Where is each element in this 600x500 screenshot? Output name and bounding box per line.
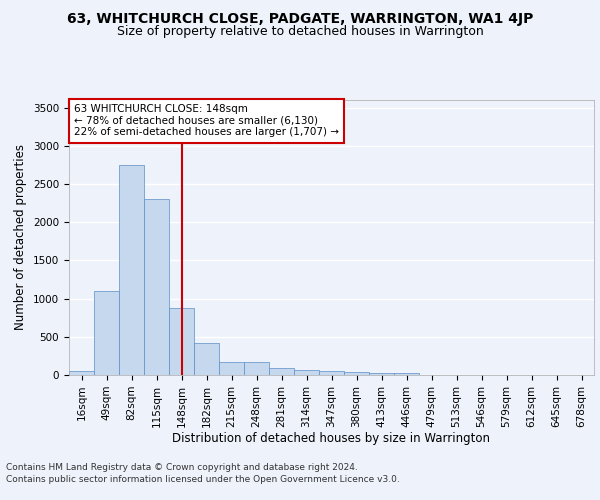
Text: Contains public sector information licensed under the Open Government Licence v3: Contains public sector information licen… (6, 475, 400, 484)
Bar (369, 372, 394, 375)
Bar (269, 368, 294, 375)
Bar (294, 370, 319, 375)
X-axis label: Distribution of detached houses by size in Warrington: Distribution of detached houses by size … (173, 432, 491, 446)
Bar (119, 165, 144, 375)
Bar (319, 371, 344, 375)
Bar (69, 371, 94, 375)
Bar (394, 374, 419, 375)
Bar (344, 372, 369, 375)
Text: Size of property relative to detached houses in Warrington: Size of property relative to detached ho… (116, 25, 484, 38)
Bar (94, 291, 119, 375)
Bar (169, 308, 194, 375)
Y-axis label: Number of detached properties: Number of detached properties (14, 144, 28, 330)
Bar (244, 362, 269, 375)
Bar (194, 343, 219, 375)
Bar (144, 200, 169, 375)
Text: 63, WHITCHURCH CLOSE, PADGATE, WARRINGTON, WA1 4JP: 63, WHITCHURCH CLOSE, PADGATE, WARRINGTO… (67, 12, 533, 26)
Text: Contains HM Land Registry data © Crown copyright and database right 2024.: Contains HM Land Registry data © Crown c… (6, 464, 358, 472)
Text: 63 WHITCHURCH CLOSE: 148sqm
← 78% of detached houses are smaller (6,130)
22% of : 63 WHITCHURCH CLOSE: 148sqm ← 78% of det… (74, 104, 339, 138)
Bar (219, 362, 244, 375)
